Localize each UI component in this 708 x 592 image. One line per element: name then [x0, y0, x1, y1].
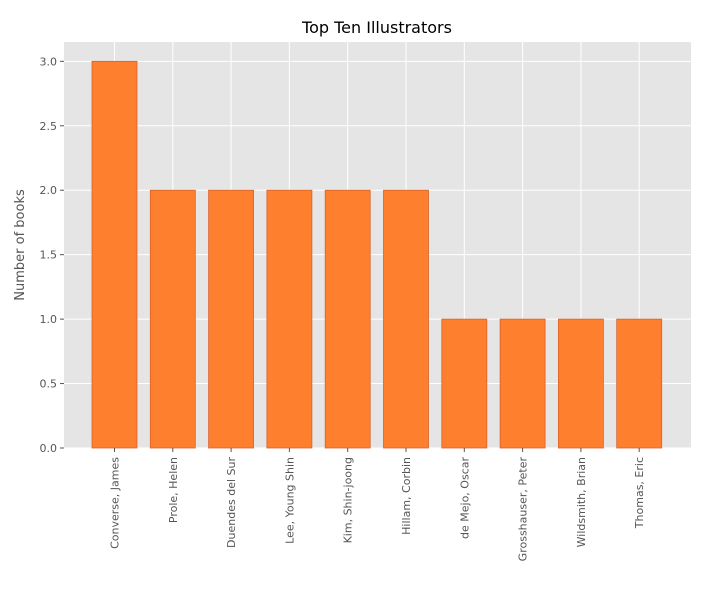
y-tick-label: 1.0 — [40, 313, 58, 326]
bar-1 — [91, 60, 138, 449]
x-axis-ticks: Converse, James Prole, Helen Duendes del S… — [109, 448, 646, 562]
bar-7 — [441, 318, 488, 449]
x-tick-label: Thomas, Eric — [633, 457, 646, 529]
x-tick-label: Prole, Helen — [167, 457, 180, 523]
bar-4 — [266, 189, 313, 449]
bar-5 — [324, 189, 371, 449]
y-tick-label: 1.5 — [40, 249, 58, 262]
x-tick-label: Converse, James — [109, 457, 122, 549]
bar-6 — [383, 189, 429, 449]
x-tick-label: Kim, Shin-joong — [342, 457, 355, 543]
y-tick-label: 0.0 — [40, 442, 58, 455]
bar-3 — [208, 189, 255, 449]
bar-8 — [499, 318, 546, 449]
y-tick-label: 2.0 — [40, 184, 58, 197]
bar-2 — [149, 189, 196, 449]
x-tick-label: Lee, Young Shin — [283, 457, 296, 544]
y-tick-label: 2.5 — [40, 120, 58, 133]
y-axis-label: Number of books — [13, 189, 28, 301]
y-tick-label: 3.0 — [40, 55, 58, 68]
y-tick-label: 0.5 — [40, 378, 58, 391]
x-tick-label: Hillam, Corbin — [400, 457, 413, 535]
chart-title: Top Ten Illustrators — [301, 18, 452, 37]
x-tick-label: Duendes del Sur — [225, 457, 238, 548]
bar-10 — [616, 318, 663, 449]
y-axis-ticks: 0.0 0.5 1.0 1.5 2.0 2.5 3.0 — [40, 55, 64, 455]
bar-9 — [558, 318, 604, 449]
bars — [91, 60, 663, 449]
x-tick-label: Wildsmith, Brian — [575, 457, 588, 547]
x-tick-label: Grosshauser, Peter — [517, 457, 530, 562]
x-tick-label: de Mejo, Oscar — [458, 457, 471, 539]
